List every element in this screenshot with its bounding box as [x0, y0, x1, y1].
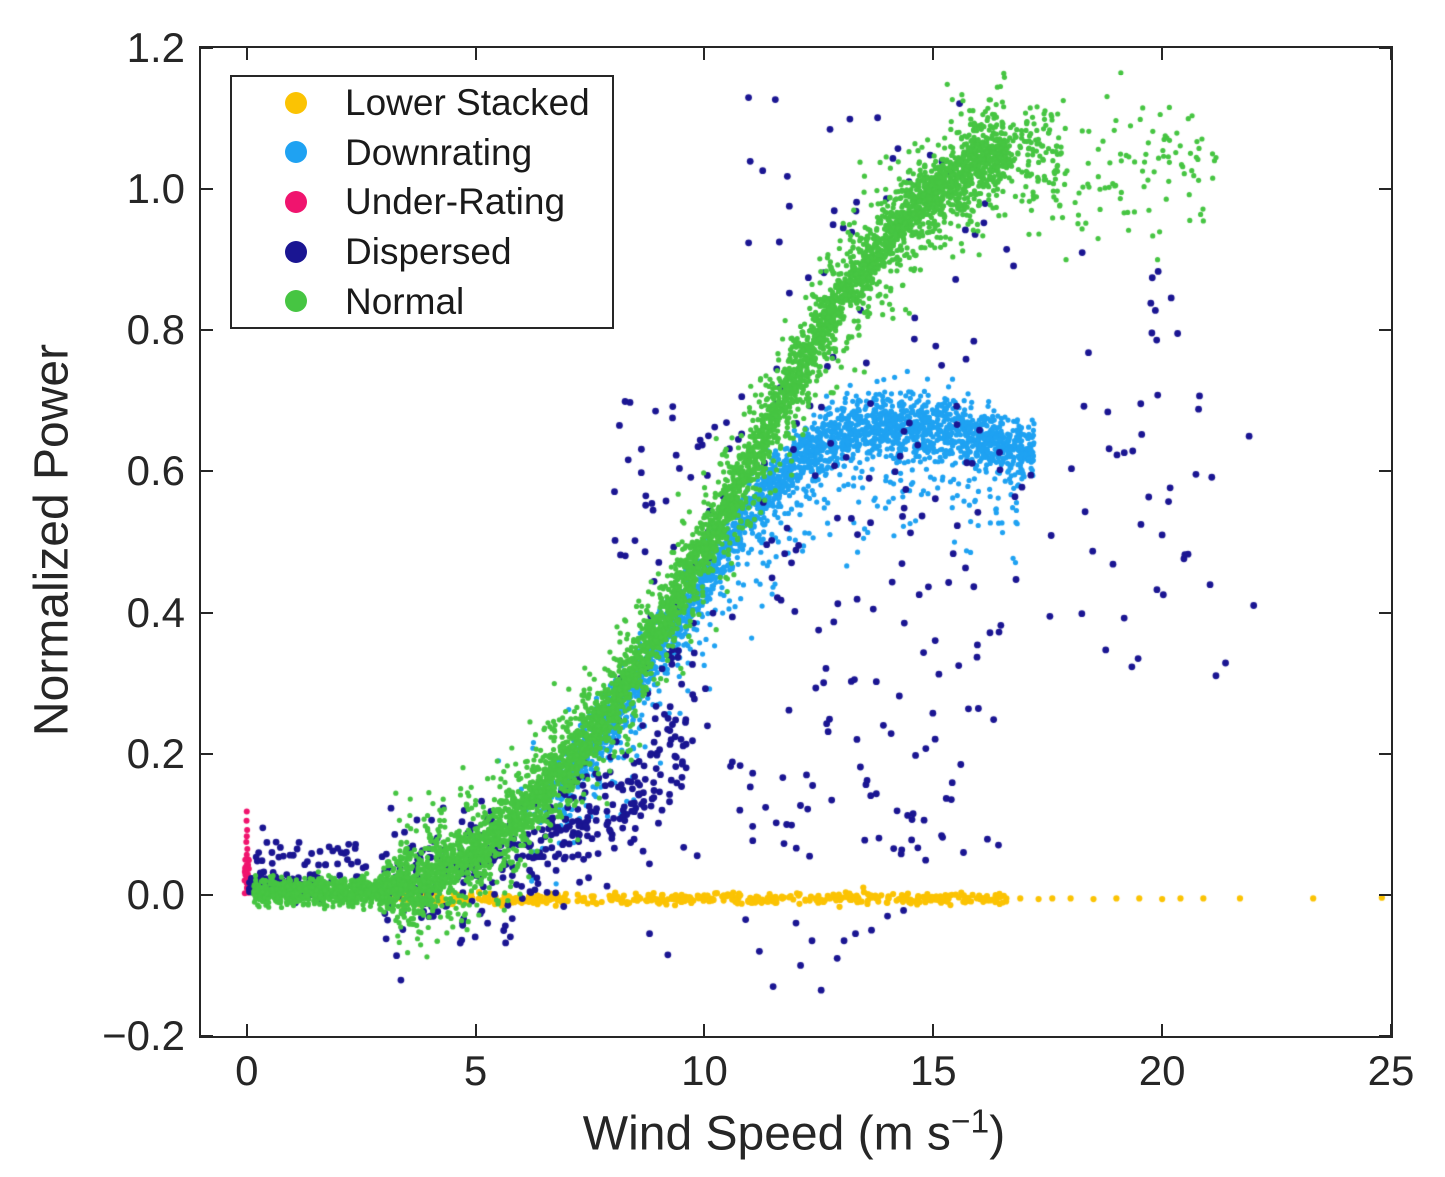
y-tick-label: −0.2	[102, 1012, 185, 1059]
x-tick-mark	[703, 1024, 706, 1036]
x-tick-label: 10	[681, 1047, 728, 1094]
x-tick-label: 0	[235, 1047, 259, 1094]
y-tick-mark-right	[1379, 611, 1391, 614]
y-tick-mark-right	[1379, 752, 1391, 755]
y-tick-label: 0.2	[126, 729, 185, 777]
normal-marker-icon	[285, 290, 307, 313]
y-tick-label: 0.8	[126, 306, 185, 354]
legend-label-normal: Normal	[345, 280, 465, 322]
dispersed-marker-icon	[285, 240, 307, 263]
y-tick-mark	[201, 47, 213, 49]
y-tick-mark	[201, 188, 213, 191]
plot-area: Lower Stacked Downrating Under-Rating Di…	[102, 27, 1414, 1092]
y-tick-label: 0.0	[126, 870, 185, 918]
x-tick-label: 5	[463, 1047, 488, 1094]
y-tick-mark-right	[1379, 470, 1391, 473]
x-tick-mark	[474, 1024, 477, 1036]
x-axis-label-prefix: Wind Speed (m s	[582, 1107, 951, 1161]
x-axis-label-suffix: )	[989, 1107, 1006, 1161]
y-tick-mark	[201, 752, 213, 755]
legend-item-normal: Normal	[232, 277, 612, 325]
y-tick-label: 1.2	[126, 24, 185, 71]
y-tick-label: 0.4	[126, 588, 185, 636]
y-tick-label: 1.0	[126, 165, 185, 213]
legend-label-under-rating: Under-Rating	[345, 181, 566, 223]
legend-label-lower-stacked: Lower Stacked	[345, 82, 590, 124]
under-rating-marker-icon	[285, 190, 307, 213]
y-tick-mark-right	[1379, 1035, 1391, 1037]
x-tick-mark-top	[1161, 48, 1164, 60]
legend-item-under-rating: Under-Rating	[232, 178, 612, 226]
y-tick-mark	[201, 611, 213, 614]
y-tick-mark	[201, 470, 213, 473]
y-axis-label: Normalized Power	[25, 343, 79, 737]
x-tick-label: 15	[909, 1047, 957, 1094]
y-tick-mark-right	[1379, 893, 1391, 896]
x-tick-mark-top	[474, 48, 477, 60]
legend-item-downrating: Downrating	[232, 128, 612, 176]
y-tick-mark-right	[1379, 329, 1391, 332]
legend-label-dispersed: Dispersed	[345, 231, 512, 273]
x-tick-mark	[932, 1024, 935, 1036]
downrating-marker-icon	[285, 141, 307, 164]
x-tick-mark-top	[932, 48, 935, 60]
x-tick-label: 25	[1367, 1047, 1415, 1094]
x-tick-label: 20	[1138, 1047, 1186, 1094]
y-tick-mark-right	[1379, 47, 1391, 49]
x-axis-label-superscript: −1	[950, 1103, 990, 1141]
legend-item-dispersed: Dispersed	[232, 228, 612, 276]
x-tick-mark	[1390, 1024, 1392, 1036]
lower-stacked-marker-icon	[285, 91, 307, 114]
x-tick-mark	[245, 1024, 248, 1036]
legend: Lower Stacked Downrating Under-Rating Di…	[230, 75, 614, 329]
y-tick-mark	[201, 893, 213, 896]
x-tick-mark	[1161, 1024, 1164, 1036]
legend-label-downrating: Downrating	[345, 131, 533, 173]
y-tick-label: 0.6	[126, 447, 185, 495]
x-tick-mark-top	[245, 48, 248, 60]
x-tick-mark-top	[1390, 48, 1392, 60]
y-tick-mark	[201, 1035, 213, 1037]
x-tick-mark-top	[703, 48, 706, 60]
y-tick-mark-right	[1379, 188, 1391, 191]
x-axis-label: Wind Speed (m s−1)	[582, 1103, 1006, 1162]
y-tick-mark	[201, 329, 213, 332]
legend-item-lower-stacked: Lower Stacked	[232, 79, 612, 127]
